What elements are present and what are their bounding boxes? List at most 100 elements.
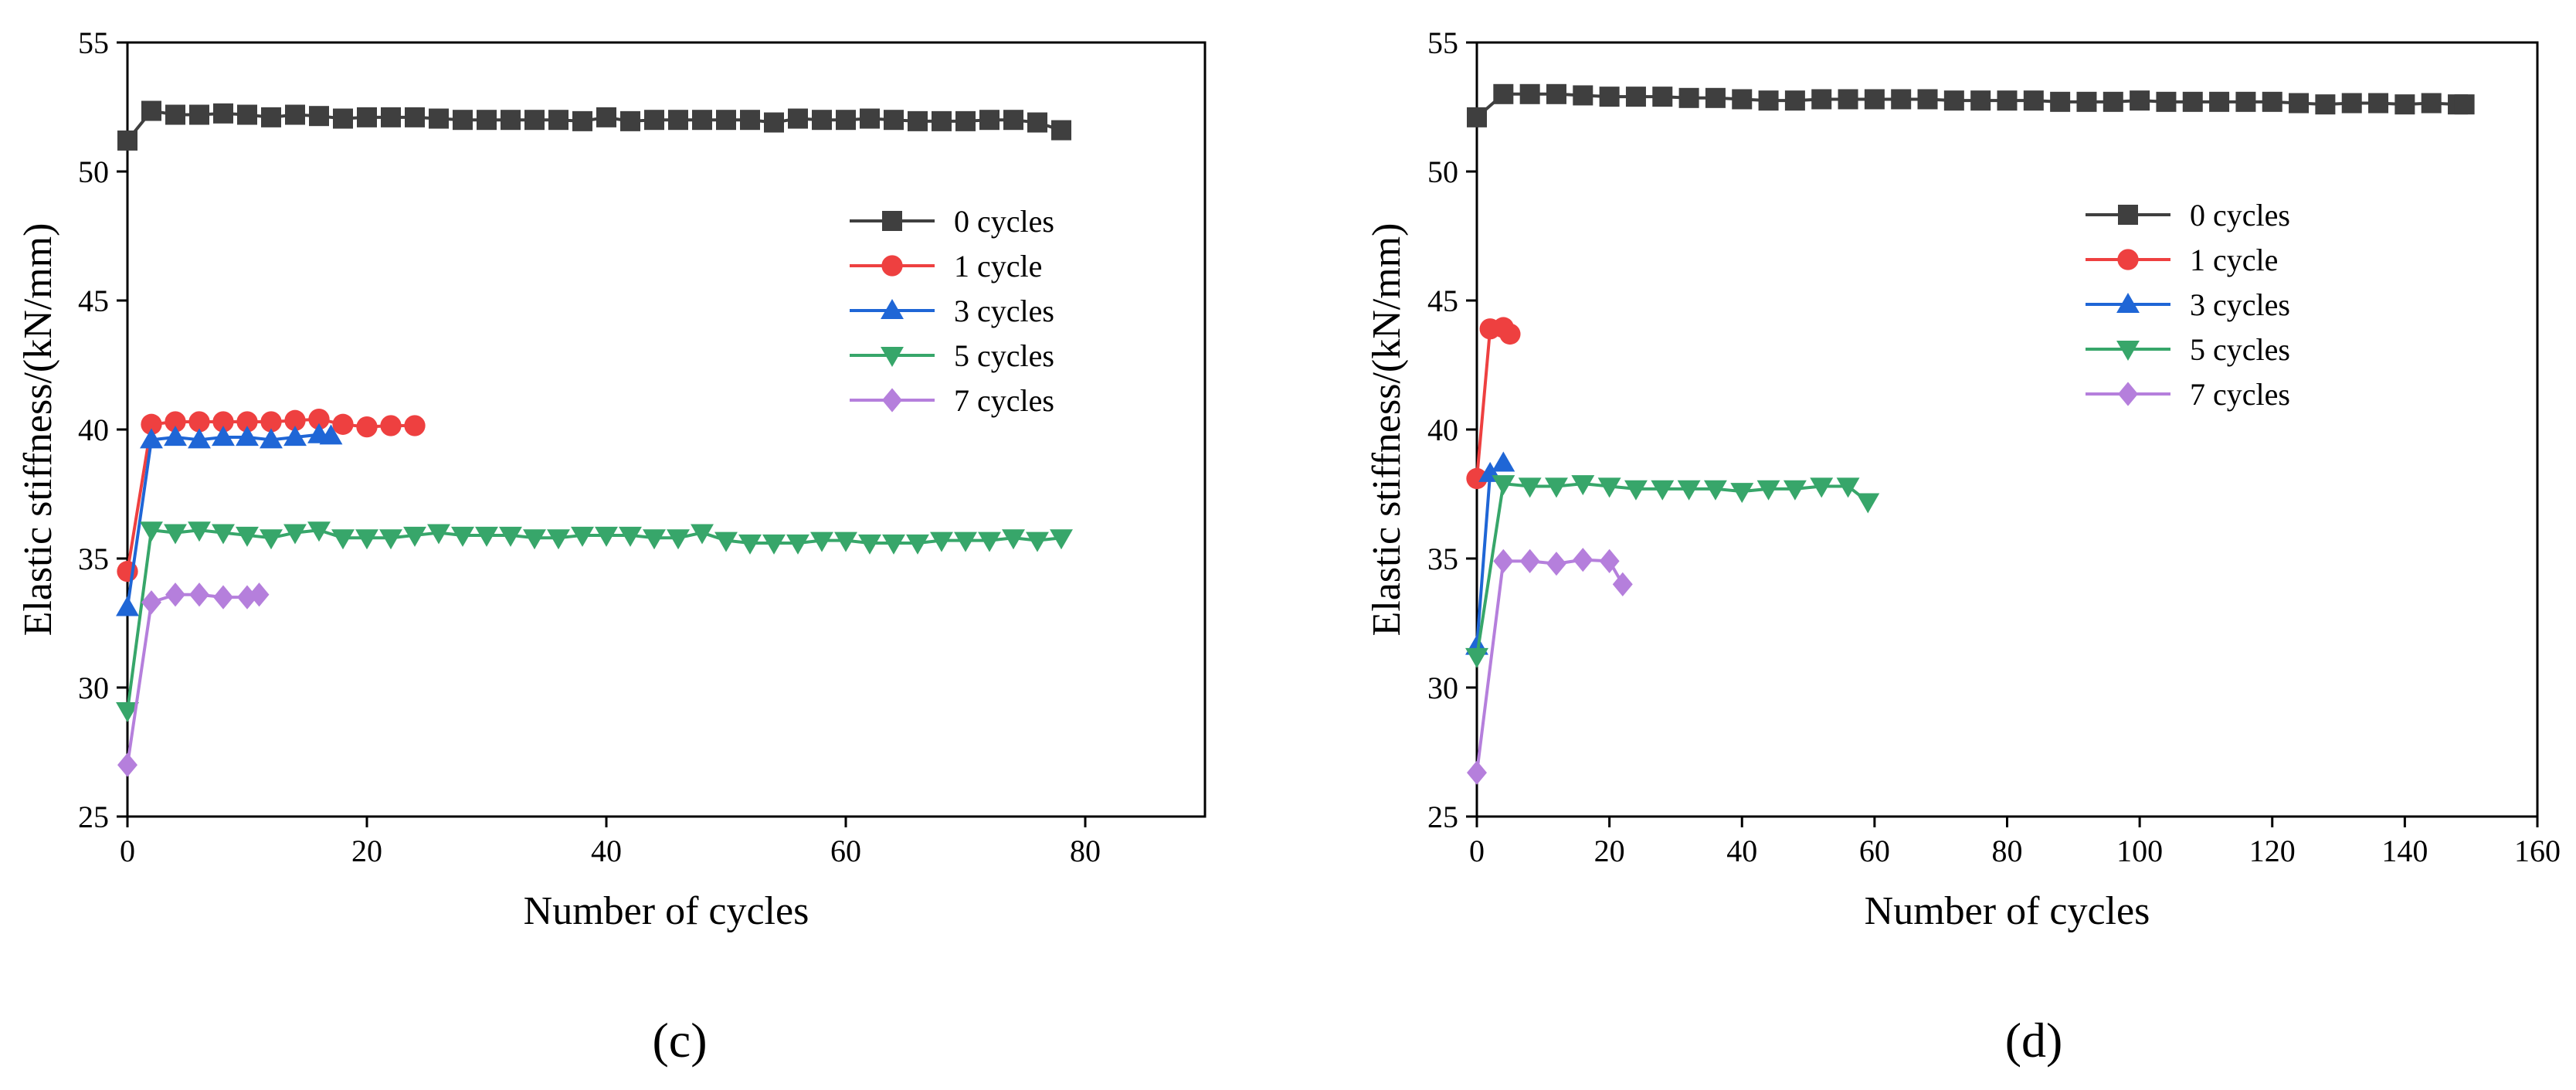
legend-marker: [881, 346, 904, 367]
chart-panel-c: 0 20 40 60 80 25 30 35 40 45 50 55 Number of cycles E…: [16, 25, 1207, 1068]
data-point: [188, 428, 211, 449]
data-point: [644, 110, 664, 131]
data-point: [1856, 493, 1880, 514]
data-point: [1810, 477, 1834, 498]
data-point: [620, 110, 640, 131]
legend: 0 cycles 1 cycle 3 cycles 5 cycles 7 cycles: [850, 204, 1054, 418]
legend-label: 5 cycles: [2190, 332, 2290, 367]
legend-label: 0 cycles: [954, 204, 1054, 239]
data-point: [403, 526, 426, 547]
data-point: [1651, 480, 1675, 501]
y-tick-label: 50: [78, 155, 109, 189]
data-point: [477, 110, 497, 131]
data-point: [932, 110, 952, 131]
data-point: [285, 104, 305, 125]
data-point: [978, 531, 1001, 552]
data-point: [188, 521, 211, 542]
data-point: [595, 526, 618, 547]
data-point: [141, 590, 161, 615]
y-tick-label: 55: [1427, 25, 1458, 60]
data-point: [2235, 91, 2256, 112]
legend-item: 7 cycles: [850, 383, 1054, 418]
data-point: [2182, 91, 2203, 112]
data-point: [908, 110, 928, 131]
data-point: [667, 529, 690, 550]
legend-marker: [882, 211, 902, 231]
data-point: [1943, 90, 1964, 111]
series-line: [126, 528, 1062, 711]
data-point: [882, 534, 905, 555]
data-point: [860, 108, 880, 129]
data-point: [2130, 90, 2150, 111]
data-point: [140, 521, 163, 542]
legend-marker: [2117, 249, 2139, 270]
data-point: [1546, 83, 1566, 104]
data-point: [2050, 91, 2071, 112]
data-point: [356, 416, 378, 438]
data-point: [116, 596, 139, 616]
series-1-cycle: [1466, 317, 1521, 490]
y-axis-label: Elastic stiffness/(kN/mm): [1365, 223, 1409, 637]
data-point: [1519, 83, 1540, 104]
legend-label: 1 cycle: [2190, 243, 2278, 277]
y-tick-label: 40: [1427, 413, 1458, 447]
series-3-cycles: [116, 423, 343, 616]
data-point: [691, 524, 714, 545]
data-point: [1027, 112, 1047, 133]
data-point: [1002, 529, 1025, 550]
data-point: [2076, 91, 2097, 112]
data-point: [116, 702, 139, 723]
y-tick-label: 40: [78, 413, 109, 447]
legend-item: 7 cycles: [2086, 377, 2290, 412]
data-point: [212, 411, 234, 433]
data-point: [283, 524, 307, 545]
legend-item: 3 cycles: [850, 294, 1054, 328]
y-tick-label: 45: [1427, 284, 1458, 318]
data-point: [165, 582, 185, 607]
data-point: [2394, 94, 2415, 115]
data-point: [1519, 548, 1540, 573]
data-point: [249, 582, 270, 607]
series-7-cycles: [1467, 548, 1633, 785]
legend-item: 5 cycles: [850, 338, 1054, 373]
legend-label: 7 cycles: [954, 383, 1054, 418]
x-tick-label: 40: [591, 834, 622, 868]
data-point: [884, 110, 904, 131]
series-5-cycles: [116, 521, 1073, 723]
data-point: [619, 526, 642, 547]
data-point: [1545, 477, 1568, 498]
data-point: [140, 428, 163, 449]
data-point: [668, 110, 688, 131]
data-point: [475, 526, 498, 547]
data-point: [1573, 85, 1593, 106]
data-point: [213, 103, 233, 124]
data-point: [1597, 477, 1621, 498]
data-point: [189, 582, 209, 607]
y-tick-label: 35: [78, 542, 109, 576]
data-point: [524, 110, 545, 131]
legend-label: 1 cycle: [954, 249, 1042, 284]
data-point: [1836, 477, 1860, 498]
data-point: [333, 108, 353, 129]
data-point: [1997, 90, 2018, 111]
legend-marker: [2118, 205, 2138, 225]
data-point: [2368, 93, 2389, 114]
data-point: [284, 409, 306, 431]
x-tick-label: 40: [1726, 834, 1757, 868]
data-point: [2262, 91, 2282, 112]
data-point: [1703, 480, 1727, 501]
data-point: [332, 413, 354, 435]
data-point: [1612, 572, 1633, 596]
data-point: [1970, 90, 1991, 111]
data-point: [1467, 760, 1487, 785]
data-point: [355, 529, 378, 550]
data-point: [451, 526, 474, 547]
data-point: [643, 529, 666, 550]
data-point: [1732, 89, 1753, 110]
data-point: [164, 524, 187, 545]
legend-marker: [881, 299, 904, 320]
data-point: [714, 531, 738, 552]
legend-marker: [2116, 340, 2140, 361]
data-point: [1678, 87, 1699, 108]
data-point: [331, 529, 355, 550]
